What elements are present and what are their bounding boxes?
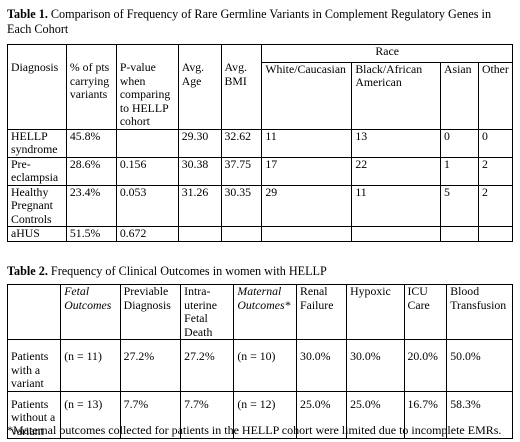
- cell-diagnosis: Pre-eclampsia: [7, 156, 67, 186]
- cell-pct: 45.8%: [65, 128, 117, 158]
- cell-renal: 25.0%: [296, 390, 348, 439]
- cell-pvalue: 0.053: [115, 184, 179, 227]
- header-iufd: Intra-uterine Fetal Death: [180, 284, 235, 340]
- table2-header-row: Fetal Outcomes Previable Diagnosis Intra…: [6, 284, 513, 340]
- cell-group: Patients with a variant: [6, 339, 62, 392]
- cell-pct: 23.4%: [65, 184, 117, 227]
- header-blank: [6, 284, 62, 340]
- table1-row: Pre-eclampsia 28.6% 0.156 30.38 37.75 17…: [7, 156, 514, 186]
- cell-fetal-n: (n = 11): [60, 339, 121, 392]
- cell-transfusion: 58.3%: [446, 390, 513, 439]
- cell-pvalue: [115, 128, 179, 158]
- cell-white: 17: [261, 156, 353, 186]
- cell-bmi: 32.62: [220, 128, 263, 158]
- table1-header-row: White/Caucasian Black/African American A…: [8, 61, 514, 130]
- table1-caption: Table 1. Comparison of Frequency of Rare…: [7, 7, 513, 37]
- cell-age: 30.38: [177, 156, 222, 186]
- header-black: Black/African American: [351, 61, 442, 130]
- header-pct-carrying: % of pts carrying variants: [65, 44, 117, 130]
- cell-hypoxic: 30.0%: [346, 339, 405, 392]
- header-pvalue: P-value when comparing to HELLP cohort: [115, 44, 179, 130]
- table2-row: Patients without a variant (n = 13) 7.7%…: [6, 390, 513, 439]
- header-hypoxic: Hypoxic: [346, 284, 405, 340]
- cell-bmi: 37.75: [220, 156, 263, 186]
- cell-asian: 1: [440, 156, 479, 186]
- cell-icu: 16.7%: [403, 390, 448, 439]
- table1-row: Healthy Pregnant Controls 23.4% 0.053 31…: [7, 184, 514, 227]
- table1-label: Table 1.: [7, 7, 48, 21]
- header-avg-age: Avg. Age: [177, 44, 222, 130]
- header-race: Race: [261, 44, 513, 63]
- cell-previable: 7.7%: [119, 390, 182, 439]
- header-maternal-outcomes: Maternal Outcomes*: [233, 284, 298, 340]
- table1: Diagnosis % of pts carrying variants P-v…: [7, 44, 514, 242]
- cell-asian: 0: [440, 128, 479, 158]
- cell-fetal-n: (n = 13): [60, 390, 121, 439]
- cell-renal: 30.0%: [296, 339, 348, 392]
- cell-maternal-n: (n = 10): [233, 339, 298, 392]
- table2-caption: Table 2. Frequency of Clinical Outcomes …: [7, 264, 513, 279]
- cell-black: 11: [351, 184, 442, 227]
- table2-row: Patients with a variant (n = 11) 27.2% 2…: [6, 339, 513, 392]
- cell-other: 2: [477, 184, 514, 227]
- cell-diagnosis: aHUS: [7, 226, 67, 242]
- cell-icu: 20.0%: [403, 339, 448, 392]
- table1-title: Comparison of Frequency of Rare Germline…: [7, 7, 492, 36]
- cell-bmi: 30.35: [220, 184, 263, 227]
- cell-asian: [440, 226, 479, 242]
- table1-header-row-race: Diagnosis % of pts carrying variants P-v…: [7, 44, 513, 130]
- cell-white: [261, 226, 353, 242]
- cell-black: [351, 226, 442, 242]
- header-diagnosis: Diagnosis: [7, 44, 67, 130]
- cell-diagnosis: Healthy Pregnant Controls: [7, 184, 67, 227]
- cell-other: 2: [477, 156, 514, 186]
- header-renal-failure: Renal Failure: [296, 284, 348, 340]
- cell-pct: 51.5%: [65, 226, 117, 242]
- table1-row: aHUS 51.5% 0.672: [7, 226, 514, 242]
- header-other: Other: [477, 61, 514, 130]
- cell-iufd: 27.2%: [180, 339, 235, 392]
- cell-iufd: 7.7%: [180, 390, 235, 439]
- cell-maternal-n: (n = 12): [233, 390, 298, 439]
- cell-age: 31.26: [177, 184, 222, 227]
- cell-age: [177, 226, 222, 242]
- header-blood-transfusion: Blood Transfusion: [446, 284, 513, 340]
- table2-label: Table 2.: [7, 264, 48, 278]
- cell-hypoxic: 25.0%: [346, 390, 405, 439]
- table2-title: Frequency of Clinical Outcomes in women …: [50, 264, 327, 278]
- cell-white: 11: [261, 128, 353, 158]
- cell-other: [477, 226, 514, 242]
- header-fetal-outcomes: Fetal Outcomes: [60, 284, 121, 340]
- header-asian: Asian: [440, 61, 479, 130]
- cell-age: 29.30: [177, 128, 222, 158]
- cell-previable: 27.2%: [119, 339, 182, 392]
- header-avg-bmi: Avg. BMI: [220, 44, 263, 130]
- cell-diagnosis: HELLP syndrome: [7, 128, 67, 158]
- table2: Fetal Outcomes Previable Diagnosis Intra…: [6, 284, 513, 439]
- header-white: White/Caucasian: [261, 61, 353, 130]
- cell-black: 13: [351, 128, 442, 158]
- table2-footnote: *Maternal outcomes collected for patient…: [7, 423, 502, 437]
- cell-pvalue: 0.672: [115, 226, 179, 242]
- header-previable-diagnosis: Previable Diagnosis: [119, 284, 182, 340]
- cell-pct: 28.6%: [65, 156, 117, 186]
- cell-bmi: [220, 226, 263, 242]
- cell-transfusion: 50.0%: [446, 339, 513, 392]
- cell-other: 0: [477, 128, 514, 158]
- cell-asian: 5: [440, 184, 479, 227]
- header-icu-care: ICU Care: [403, 284, 448, 340]
- cell-pvalue: 0.156: [115, 156, 179, 186]
- cell-black: 22: [351, 156, 442, 186]
- table1-row: HELLP syndrome 45.8% 29.30 32.62 11 13 0…: [7, 128, 514, 158]
- cell-white: 29: [261, 184, 353, 227]
